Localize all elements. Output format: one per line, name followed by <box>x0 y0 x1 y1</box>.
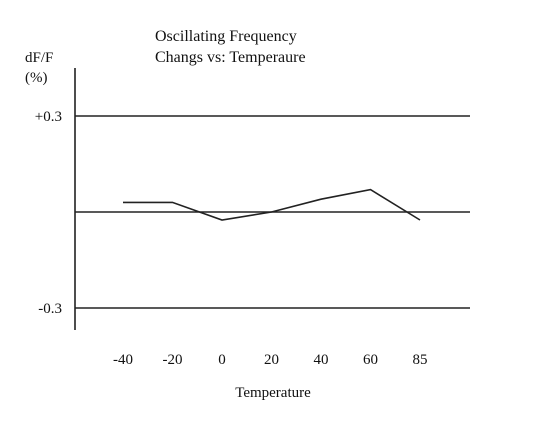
x-axis-label-group: Temperature <box>235 385 311 401</box>
y-tick-labels: +0.3 -0.3 <box>35 109 62 317</box>
chart-title-line: Changs vs: Temperaure <box>155 49 306 66</box>
x-tick-label: 0 <box>218 352 226 368</box>
series <box>123 188 421 221</box>
y-tick-label: +0.3 <box>35 109 62 125</box>
x-tick-label: 85 <box>413 352 428 368</box>
x-axis-label: Temperature <box>235 385 311 401</box>
x-tick-label: -40 <box>113 352 133 368</box>
x-tick-label: 60 <box>363 352 378 368</box>
chart-title-line: Oscillating Frequency <box>155 28 297 45</box>
y-tick-label: -0.3 <box>38 301 62 317</box>
x-tick-labels: -40 -20 0 20 40 60 85 <box>113 352 428 368</box>
x-tick-label: -20 <box>163 352 183 368</box>
series-line <box>123 188 421 221</box>
y-axis-label: dF/F (%) <box>25 50 53 86</box>
chart-title: Oscillating Frequency Changs vs: Temperau… <box>155 28 306 66</box>
y-axis-label-line: dF/F <box>25 50 53 66</box>
y-axis-label-line: (%) <box>25 70 48 86</box>
x-tick-label: 40 <box>314 352 329 368</box>
x-tick-label: 20 <box>264 352 279 368</box>
